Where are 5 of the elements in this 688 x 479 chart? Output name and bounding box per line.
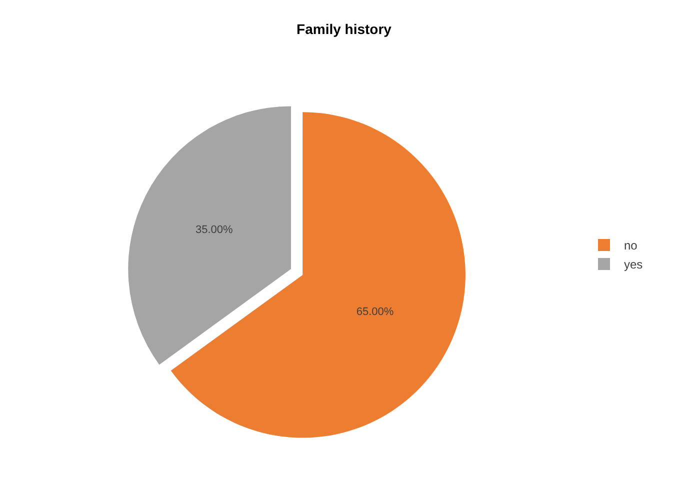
data-label: 35.00%	[196, 224, 234, 236]
legend-label: yes	[624, 258, 643, 272]
chart-title: Family history	[296, 20, 392, 37]
legend-label: no	[624, 238, 638, 253]
data-label: 65.00%	[356, 306, 394, 318]
